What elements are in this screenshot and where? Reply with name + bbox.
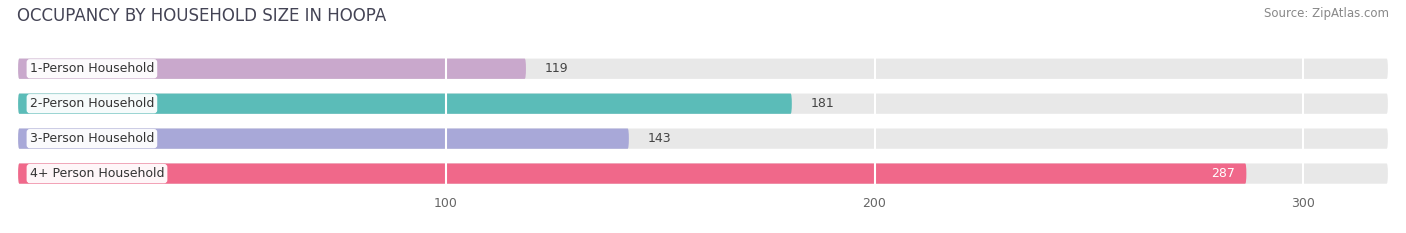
FancyBboxPatch shape xyxy=(18,94,792,114)
Text: 181: 181 xyxy=(810,97,834,110)
Text: 4+ Person Household: 4+ Person Household xyxy=(30,167,165,180)
FancyBboxPatch shape xyxy=(18,129,1388,149)
Text: 143: 143 xyxy=(647,132,671,145)
FancyBboxPatch shape xyxy=(18,164,1388,184)
FancyBboxPatch shape xyxy=(18,164,1246,184)
FancyBboxPatch shape xyxy=(18,59,1388,79)
Text: 2-Person Household: 2-Person Household xyxy=(30,97,155,110)
Text: 287: 287 xyxy=(1211,167,1234,180)
FancyBboxPatch shape xyxy=(18,94,1388,114)
Text: 3-Person Household: 3-Person Household xyxy=(30,132,155,145)
FancyBboxPatch shape xyxy=(18,59,526,79)
FancyBboxPatch shape xyxy=(18,129,628,149)
Text: OCCUPANCY BY HOUSEHOLD SIZE IN HOOPA: OCCUPANCY BY HOUSEHOLD SIZE IN HOOPA xyxy=(17,7,387,25)
Text: Source: ZipAtlas.com: Source: ZipAtlas.com xyxy=(1264,7,1389,20)
Text: 119: 119 xyxy=(544,62,568,75)
Text: 1-Person Household: 1-Person Household xyxy=(30,62,155,75)
